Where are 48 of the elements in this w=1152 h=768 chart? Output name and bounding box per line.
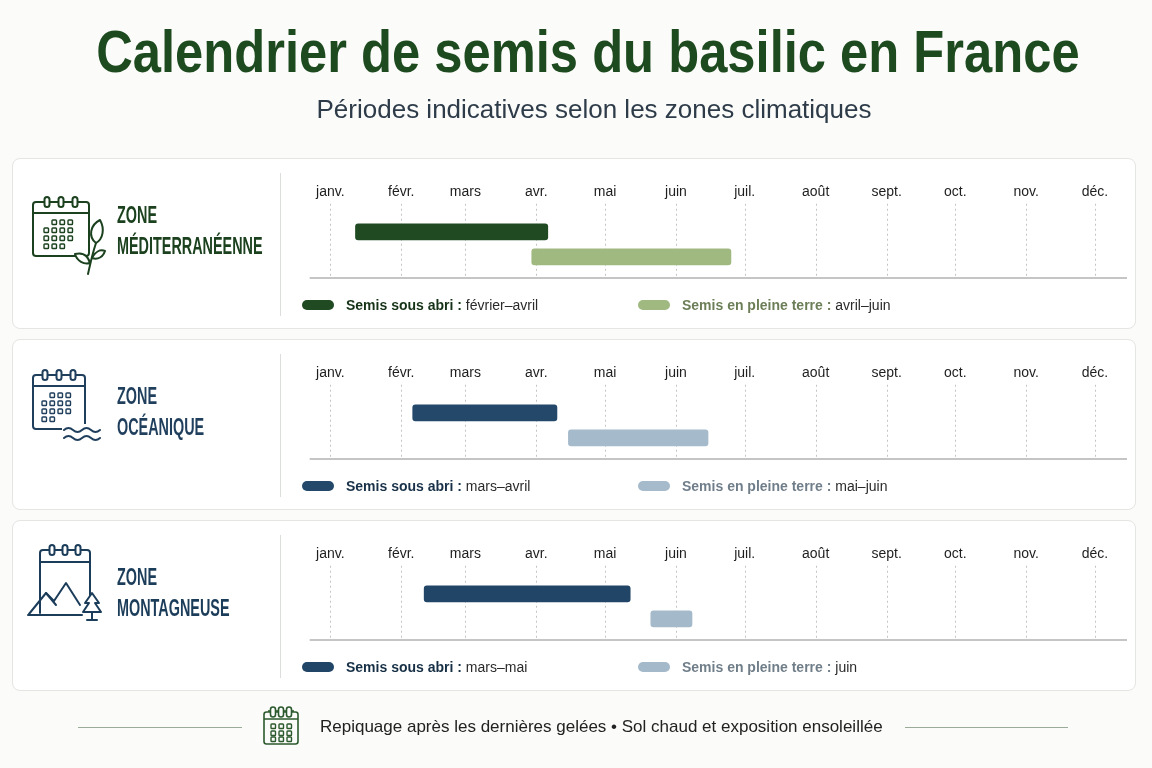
text: ZONE MONTAGNEUSE bbox=[117, 562, 230, 623]
x-tick-label: janv. bbox=[315, 544, 345, 561]
x-tick-label: mars bbox=[449, 182, 481, 199]
legend-label: Semis en pleine terre : avril–juin bbox=[682, 297, 891, 313]
x-tick-label: janv. bbox=[315, 363, 345, 380]
x-tick-label: mars bbox=[449, 544, 481, 561]
x-tick-label: févr. bbox=[388, 182, 415, 199]
legend-label: Semis en pleine terre : juin bbox=[682, 659, 858, 675]
text: Périodes indicatives selon les zones climatiques bbox=[315, 94, 873, 124]
x-tick-label: oct. bbox=[944, 544, 967, 561]
x-tick-label: juil. bbox=[733, 182, 756, 199]
x-tick-label: juil. bbox=[733, 363, 756, 380]
x-tick-label: févr. bbox=[388, 363, 415, 380]
legend-label: Semis en pleine terre : mai–juin bbox=[682, 478, 888, 494]
x-tick-label: oct. bbox=[944, 182, 967, 199]
text: ZONE OCÉANIQUE bbox=[117, 381, 205, 442]
x-tick-label: avr. bbox=[525, 363, 548, 380]
x-tick-label: avr. bbox=[525, 182, 548, 199]
legend-label: Semis sous abri : mars–mai bbox=[346, 659, 528, 675]
x-tick-label: août bbox=[802, 363, 830, 380]
x-tick-label: sept. bbox=[871, 363, 902, 380]
x-tick-label: juin bbox=[664, 182, 687, 199]
text: Calendrier de semis du basilic en France bbox=[96, 18, 1080, 85]
x-tick-label: août bbox=[802, 544, 830, 561]
x-tick-label: déc. bbox=[1081, 544, 1109, 561]
x-tick-label: déc. bbox=[1081, 182, 1109, 199]
x-tick-label: mai bbox=[593, 544, 617, 561]
x-tick-label: oct. bbox=[944, 363, 967, 380]
x-tick-label: sept. bbox=[871, 182, 902, 199]
legend-label: Semis sous abri : mars–avril bbox=[346, 478, 531, 494]
text: ZONE MÉDITERRANÉENNE bbox=[117, 200, 263, 261]
x-tick-label: juil. bbox=[733, 544, 756, 561]
text: Repiquage après les dernières gelées • Sol chaud et exposition ensoleillée bbox=[320, 717, 883, 736]
x-tick-label: nov. bbox=[1013, 544, 1039, 561]
x-tick-label: juin bbox=[664, 363, 687, 380]
x-tick-label: mai bbox=[593, 182, 617, 199]
x-tick-label: déc. bbox=[1081, 363, 1109, 380]
x-tick-label: sept. bbox=[871, 544, 902, 561]
legend-label: Semis sous abri : février–avril bbox=[346, 297, 539, 313]
x-tick-label: nov. bbox=[1013, 182, 1039, 199]
x-tick-label: janv. bbox=[315, 182, 345, 199]
x-tick-label: mai bbox=[593, 363, 617, 380]
x-tick-label: févr. bbox=[388, 544, 415, 561]
x-tick-label: juin bbox=[664, 544, 687, 561]
x-tick-label: nov. bbox=[1013, 363, 1039, 380]
x-tick-label: avr. bbox=[525, 544, 548, 561]
x-tick-label: mars bbox=[449, 363, 481, 380]
x-tick-label: août bbox=[802, 182, 830, 199]
